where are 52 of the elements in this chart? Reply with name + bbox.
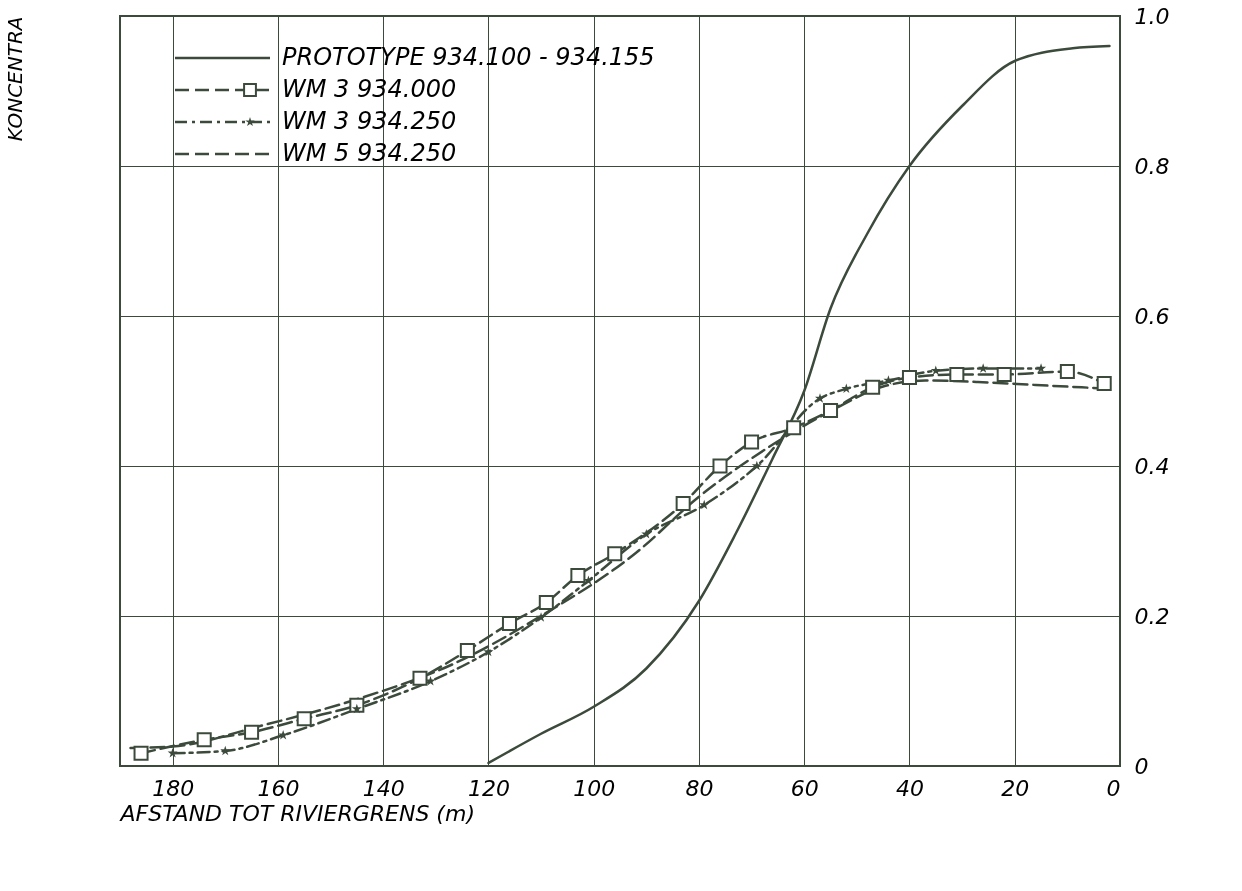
point (607, 546, 623, 562)
x-tick-label: 80 (685, 775, 714, 801)
point (978, 363, 989, 373)
point (1036, 363, 1047, 373)
point (220, 745, 231, 756)
point (196, 732, 212, 748)
point (901, 369, 917, 386)
point (501, 615, 517, 632)
x-tick-label: 160 (257, 775, 300, 801)
point (425, 676, 436, 686)
x-tick-label: 0 (1106, 775, 1121, 801)
point (930, 365, 941, 375)
point (786, 420, 802, 436)
y-axis-title: KONCENTRA (2, 16, 27, 142)
point (538, 594, 554, 611)
point (712, 458, 728, 474)
y-tick-label: 0.2 (1134, 603, 1170, 629)
point (133, 745, 149, 761)
point (583, 575, 594, 585)
x-tick-label: 20 (1001, 775, 1030, 801)
x-tick-label: 180 (152, 775, 195, 801)
point (167, 748, 178, 758)
x-tick-label: 40 (895, 775, 924, 801)
x-tick-label: 120 (467, 775, 510, 801)
point (296, 711, 312, 727)
x-tick-label: 140 (362, 775, 405, 801)
x-axis-title: AFSTAND TOT RIVIERGRENS (m) (118, 800, 475, 826)
point (815, 393, 825, 403)
point (865, 379, 881, 395)
point (459, 642, 475, 659)
x-tick-label: 60 (790, 775, 819, 801)
point (1096, 375, 1112, 392)
y-tick-label: 1.0 (1134, 3, 1170, 29)
point (412, 670, 428, 686)
point (699, 499, 710, 510)
point (883, 375, 894, 385)
y-tick-label: 0.8 (1134, 153, 1170, 179)
y-tick-label: 0 (1134, 753, 1149, 779)
point (949, 366, 965, 383)
point (570, 567, 586, 584)
point (751, 460, 762, 471)
point (244, 724, 260, 740)
y-tick-label: 0.4 (1134, 453, 1170, 479)
point (823, 402, 839, 419)
point (1059, 363, 1075, 380)
y-tick-label: 0.6 (1134, 303, 1170, 329)
point (536, 612, 547, 622)
point (841, 383, 852, 393)
point (996, 366, 1012, 383)
point (675, 495, 691, 512)
point (744, 434, 760, 450)
x-tick-label: 100 (573, 775, 616, 801)
